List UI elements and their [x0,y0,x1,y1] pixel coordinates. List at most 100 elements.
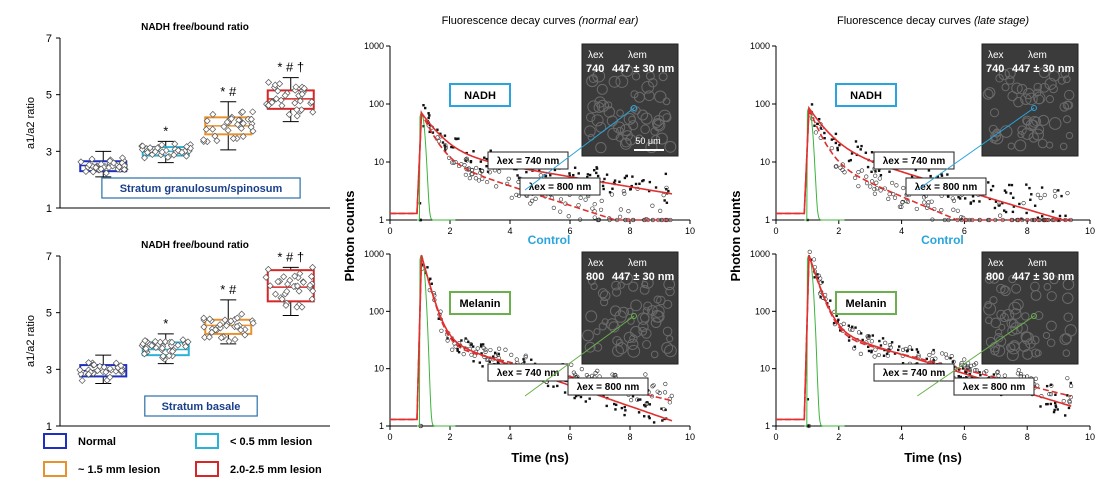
data-point [838,165,843,170]
data-point [833,164,838,169]
data-point [272,290,280,298]
data-point [418,202,422,205]
data-point [940,172,943,176]
inset-cell [600,298,609,307]
x-tick-label: 10 [685,226,695,236]
inset-cell [656,295,666,306]
data-point [864,151,868,154]
microscopy-inset: λex λem 800 447 ± 30 nm [981,251,1079,365]
inset-cell [628,281,639,292]
data-point [285,110,293,118]
data-point [614,408,617,411]
inset-cell [640,112,653,125]
data-point [183,143,191,151]
inset-cell [648,77,658,88]
data-point [598,207,604,212]
inset-cell [645,71,655,81]
legend-label: < 0.5 mm lesion [230,436,313,448]
data-point [866,165,870,169]
data-point [949,354,954,359]
data-point [870,349,873,353]
data-point [623,413,626,417]
region-label: Stratum granulosum/spinosum [120,183,283,195]
inset-cell [615,342,628,355]
data-point [842,170,847,175]
inset-cell [593,101,605,113]
data-point [979,373,982,377]
data-point [227,115,235,123]
data-point [870,170,873,174]
data-point [238,310,246,318]
data-point [1053,401,1057,405]
data-point [861,338,864,342]
data-point [957,375,960,378]
data-point [638,182,641,186]
data-point [1028,186,1031,190]
data-point [479,343,483,346]
inset-cell [652,118,665,131]
data-point [1063,414,1067,417]
data-point [119,154,127,162]
data-point [461,352,466,357]
data-point [660,407,663,410]
data-point [480,352,483,355]
inset-cell [1001,83,1010,92]
inset-cell [1034,310,1044,321]
inset-cell [996,309,1006,320]
data-point [858,351,863,356]
decay-panel: 1 10 100 1000 0 2 4 6 8 10 NADH λex = 740 nm λex = 8… [364,41,695,236]
data-point [914,168,917,172]
data-point [1053,408,1056,412]
data-point [592,215,597,220]
data-point [637,411,641,414]
data-point [634,182,638,186]
inset-cell [989,108,1000,118]
fit-curve-800 [776,108,1072,221]
x-tick-label: 2 [447,226,452,236]
data-point [602,187,605,191]
data-point [422,125,425,128]
lambda-box [953,377,1035,396]
data-point [469,160,473,163]
data-point [76,366,84,374]
data-point [481,365,484,368]
data-point [572,372,578,377]
significance-marker: * [163,316,168,331]
data-point [476,178,482,183]
data-point [1065,191,1070,196]
inset-cell [662,326,673,337]
inset-cell [655,132,668,145]
significance-marker: * # [220,282,237,297]
data-point [816,122,819,126]
data-point [915,348,919,351]
data-point [838,329,842,332]
x-tick-label: 6 [567,432,572,442]
data-point [588,173,592,177]
data-point [996,202,1002,207]
inset-cell [1063,89,1075,101]
inset-cell [608,75,621,88]
data-point [978,371,981,374]
panel-name-label: NADH [449,83,511,107]
data-point [231,335,239,343]
data-point [850,152,854,155]
data-point [883,340,888,345]
panel-name-box [835,291,897,315]
data-point [823,137,826,140]
data-point [443,134,447,137]
inset-cell [628,120,639,131]
data-point [1018,202,1021,206]
data-point [115,163,123,171]
decay-figure: Fluorescence decay curves (late stage) Ph… [728,15,1095,465]
x-tick-label: 10 [1085,432,1095,442]
data-point [613,372,618,378]
inset-cell [1038,114,1050,126]
data-point [1048,392,1054,397]
inset-cell [609,305,622,317]
inset-cell [637,109,649,121]
inset-cell [998,323,1006,331]
inset-cell [619,137,632,150]
data-point [877,176,882,181]
data-point [849,158,852,162]
data-point [450,160,455,165]
